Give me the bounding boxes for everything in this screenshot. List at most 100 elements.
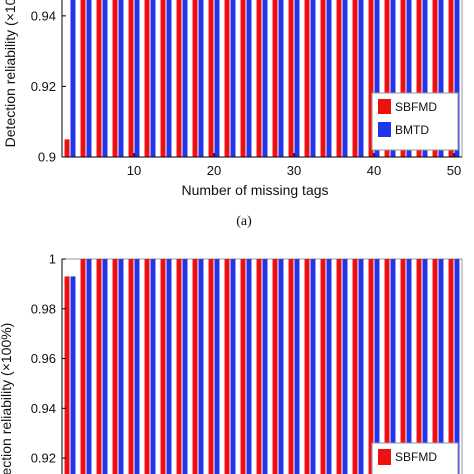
bar-bmtd-34 [326, 259, 332, 474]
bar-bmtd-46 [422, 0, 428, 157]
bar-bmtd-18 [198, 259, 204, 474]
bar-bmtd-26 [262, 259, 268, 474]
bar-bmtd-12 [150, 0, 156, 157]
y-tick-label: 0.94 [31, 8, 56, 23]
bar-bmtd-40 [374, 259, 380, 474]
bar-sbfmd-34 [320, 0, 326, 157]
bar-sbfmd-10 [128, 0, 134, 157]
bar-sbfmd-38 [352, 0, 358, 157]
bar-sbfmd-22 [224, 0, 230, 157]
legend-label-sbfmd: SBFMD [395, 450, 437, 464]
bar-sbfmd-30 [288, 259, 294, 474]
bars-group [64, 0, 460, 157]
legend-label-sbfmd: SBFMD [395, 100, 437, 114]
bar-sbfmd-6 [96, 259, 102, 474]
bar-bmtd-28 [278, 0, 284, 157]
bar-sbfmd-42 [384, 259, 390, 474]
bar-sbfmd-26 [256, 259, 262, 474]
bar-bmtd-50 [454, 0, 460, 157]
bar-bmtd-40 [374, 0, 380, 157]
bar-bmtd-14 [166, 0, 172, 157]
bar-bmtd-44 [406, 259, 412, 474]
y-tick-label: 0.9 [38, 150, 56, 165]
bar-sbfmd-40 [368, 259, 374, 474]
bar-bmtd-24 [246, 0, 252, 157]
bar-bmtd-38 [358, 259, 364, 474]
bar-sbfmd-30 [288, 0, 294, 157]
bar-sbfmd-16 [176, 0, 182, 157]
bar-bmtd-24 [246, 259, 252, 474]
bar-sbfmd-18 [192, 0, 198, 157]
y-axis-label: Detection reliability (×100%) [0, 323, 14, 474]
bar-sbfmd-46 [416, 259, 422, 474]
bar-bmtd-14 [166, 259, 172, 474]
x-axis-label: Number of missing tags [181, 182, 328, 198]
bar-bmtd-12 [150, 259, 156, 474]
bar-bmtd-42 [390, 259, 396, 474]
y-tick-label: 1 [49, 252, 56, 267]
bar-sbfmd-10 [128, 259, 134, 474]
bar-sbfmd-4 [80, 259, 86, 474]
bar-sbfmd-32 [304, 259, 310, 474]
x-tick-label: 20 [207, 163, 221, 178]
bar-bmtd-32 [310, 0, 316, 157]
bar-bmtd-48 [438, 259, 444, 474]
bar-bmtd-16 [182, 0, 188, 157]
y-tick-label: 0.92 [31, 79, 56, 94]
bar-bmtd-30 [294, 0, 300, 157]
bar-sbfmd-4 [80, 0, 86, 157]
bar-sbfmd-48 [432, 259, 438, 474]
bar-sbfmd-36 [336, 259, 342, 474]
bar-bmtd-26 [262, 0, 268, 157]
legend-label-bmtd: BMTD [395, 123, 429, 137]
bar-sbfmd-32 [304, 0, 310, 157]
figure-caption: (a) [236, 214, 252, 229]
y-tick-label: 0.94 [31, 401, 56, 416]
bar-sbfmd-24 [240, 259, 246, 474]
bar-sbfmd-48 [432, 0, 438, 157]
bar-bmtd-46 [422, 259, 428, 474]
bar-sbfmd-20 [208, 0, 214, 157]
x-tick-label: 10 [127, 163, 141, 178]
bar-sbfmd-50 [448, 259, 454, 474]
x-tick-label: 40 [367, 163, 381, 178]
bar-sbfmd-8 [112, 0, 118, 157]
bar-sbfmd-18 [192, 259, 198, 474]
bar-sbfmd-44 [400, 0, 406, 157]
bar-sbfmd-20 [208, 259, 214, 474]
bar-sbfmd-14 [160, 259, 166, 474]
bar-bmtd-6 [102, 259, 108, 474]
y-axis-label: Detection reliability (×100%) [2, 0, 18, 147]
bar-bmtd-2 [70, 0, 76, 157]
legend: SBFMD [371, 442, 459, 474]
bar-bmtd-8 [118, 259, 124, 474]
bar-bmtd-2 [70, 276, 76, 474]
bar-bmtd-4 [86, 0, 92, 157]
bar-sbfmd-46 [416, 0, 422, 157]
legend-swatch-bmtd [378, 122, 391, 137]
legend-swatch-sbfmd [378, 449, 391, 465]
bar-bmtd-4 [86, 259, 92, 474]
bar-bmtd-32 [310, 259, 316, 474]
bar-bmtd-30 [294, 259, 300, 474]
bar-sbfmd-42 [384, 0, 390, 157]
bar-sbfmd-40 [368, 0, 374, 157]
bar-sbfmd-50 [448, 0, 454, 157]
bar-sbfmd-38 [352, 259, 358, 474]
bar-sbfmd-14 [160, 0, 166, 157]
bar-sbfmd-2 [64, 276, 70, 474]
bar-sbfmd-12 [144, 259, 150, 474]
bars-group [64, 259, 460, 474]
bar-bmtd-42 [390, 0, 396, 157]
bar-sbfmd-26 [256, 0, 262, 157]
bar-bmtd-16 [182, 259, 188, 474]
x-tick-label: 50 [447, 163, 461, 178]
bar-bmtd-10 [134, 259, 140, 474]
bar-sbfmd-2 [64, 139, 70, 157]
y-tick-label: 0.96 [31, 351, 56, 366]
bar-bmtd-6 [102, 0, 108, 157]
bar-bmtd-22 [230, 0, 236, 157]
bar-sbfmd-24 [240, 0, 246, 157]
bar-bmtd-22 [230, 259, 236, 474]
